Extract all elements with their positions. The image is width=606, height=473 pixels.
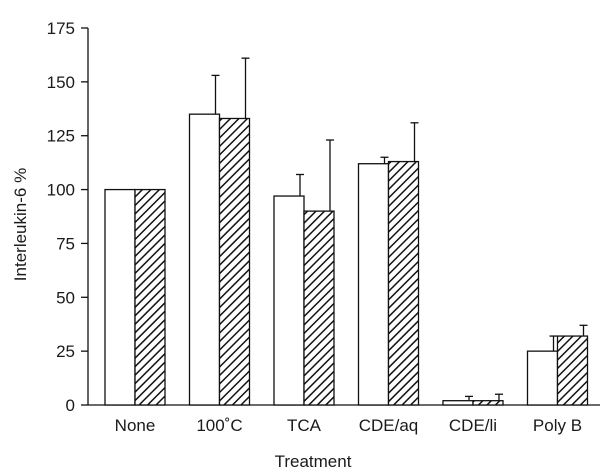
bar-hatched [387, 160, 420, 406]
bar-hatched [218, 117, 251, 406]
bars [104, 57, 589, 406]
bar-hatched [472, 400, 504, 406]
y-tick-label: 75 [56, 234, 75, 253]
x-tick-label: Poly B [533, 416, 582, 435]
x-axis-title: Treatment [275, 452, 352, 471]
y-tick-label: 0 [66, 396, 75, 415]
bar-white [526, 350, 559, 406]
x-tick-label: CDE/li [449, 416, 497, 435]
bar-hatched [303, 210, 335, 406]
y-tick-label: 25 [56, 342, 75, 361]
bar-white [104, 188, 136, 406]
y-axis-title: Interleukin-6 % [11, 168, 30, 281]
x-tick-label: TCA [287, 416, 322, 435]
y-tick-label: 175 [47, 19, 75, 38]
bar-hatched [134, 188, 166, 406]
y-axis: 0 25 50 75 100 125 150 175 [47, 19, 89, 415]
bar-white [357, 163, 390, 406]
x-axis: None 100˚C TCA CDE/aq CDE/li Poly B [88, 404, 600, 435]
x-tick-label: CDE/aq [359, 416, 419, 435]
bar-white [273, 195, 305, 406]
x-tick-label: None [115, 416, 156, 435]
bar-hatched [556, 335, 589, 406]
y-tick-label: 125 [47, 127, 75, 146]
x-tick-label: 100˚C [196, 416, 242, 435]
bar-white [442, 400, 474, 406]
bar-white [188, 113, 221, 406]
y-tick-label: 100 [47, 181, 75, 200]
y-tick-label: 50 [56, 288, 75, 307]
y-tick-label: 150 [47, 73, 75, 92]
